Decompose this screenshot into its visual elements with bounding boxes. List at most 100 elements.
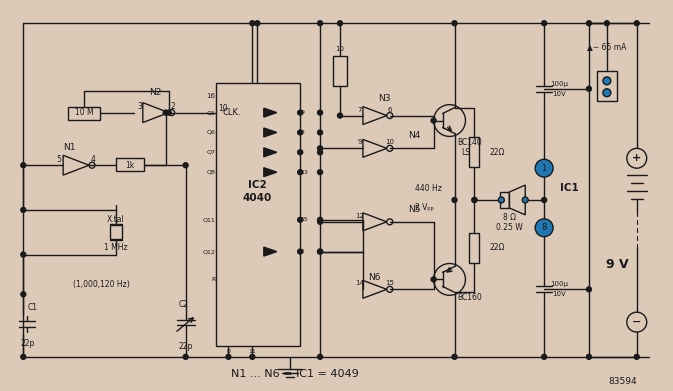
Text: 8 Ω: 8 Ω — [503, 213, 516, 222]
Circle shape — [535, 219, 553, 237]
Circle shape — [498, 197, 504, 203]
Circle shape — [586, 287, 592, 292]
Circle shape — [297, 217, 303, 222]
Text: 2: 2 — [300, 130, 304, 135]
Polygon shape — [264, 108, 277, 117]
Text: +: + — [632, 153, 641, 163]
Circle shape — [603, 77, 611, 85]
Text: 10: 10 — [385, 139, 394, 145]
Circle shape — [634, 354, 639, 359]
Circle shape — [452, 197, 457, 203]
Circle shape — [166, 110, 171, 115]
Text: 100µ: 100µ — [550, 282, 568, 287]
Circle shape — [337, 21, 343, 26]
Circle shape — [318, 170, 322, 175]
Text: 15: 15 — [300, 217, 308, 222]
Text: 22p: 22p — [178, 343, 192, 352]
Text: 1: 1 — [542, 164, 546, 173]
Circle shape — [318, 110, 322, 115]
Text: Q11: Q11 — [203, 217, 215, 222]
Text: 1k: 1k — [125, 161, 135, 170]
Circle shape — [603, 89, 611, 97]
Circle shape — [297, 150, 303, 155]
Text: 14: 14 — [355, 280, 364, 286]
Text: 7: 7 — [357, 107, 362, 113]
Circle shape — [164, 110, 168, 115]
Text: Q12: Q12 — [203, 249, 215, 254]
Circle shape — [318, 219, 322, 224]
Text: −: − — [632, 317, 641, 327]
Circle shape — [472, 197, 477, 203]
Text: LS: LS — [462, 148, 470, 157]
Circle shape — [452, 21, 457, 26]
Text: N3: N3 — [378, 94, 391, 103]
Bar — [215, 83, 300, 346]
Text: 440 Hz: 440 Hz — [415, 183, 441, 192]
Circle shape — [297, 249, 303, 254]
Text: 10: 10 — [335, 46, 345, 52]
Circle shape — [431, 277, 436, 282]
Circle shape — [318, 249, 322, 254]
Polygon shape — [264, 128, 277, 137]
Circle shape — [472, 197, 477, 203]
Circle shape — [250, 354, 255, 359]
Circle shape — [318, 217, 322, 222]
Text: 4040: 4040 — [243, 193, 272, 203]
Text: N4: N4 — [409, 131, 421, 140]
Text: 9 V: 9 V — [606, 258, 629, 271]
Polygon shape — [264, 168, 277, 177]
Circle shape — [586, 21, 592, 26]
Text: (1,000,120 Hz): (1,000,120 Hz) — [73, 280, 129, 289]
Circle shape — [542, 197, 546, 203]
Circle shape — [535, 159, 553, 177]
Text: ▲∼ 65 mA: ▲∼ 65 mA — [587, 41, 627, 50]
Circle shape — [586, 354, 592, 359]
Text: 83594: 83594 — [609, 377, 637, 386]
Text: 2: 2 — [170, 102, 175, 111]
Text: 3: 3 — [137, 102, 142, 111]
Polygon shape — [264, 148, 277, 157]
Circle shape — [21, 163, 26, 168]
Circle shape — [318, 146, 322, 151]
Text: X.tal: X.tal — [107, 215, 125, 224]
Bar — [116, 158, 144, 171]
Text: BC140: BC140 — [458, 138, 483, 147]
Circle shape — [318, 354, 322, 359]
Text: 22Ω: 22Ω — [489, 148, 505, 157]
Circle shape — [255, 21, 260, 26]
Text: 10V: 10V — [553, 291, 566, 297]
Text: 11: 11 — [248, 350, 256, 354]
Text: 13: 13 — [300, 170, 308, 175]
Circle shape — [318, 150, 322, 155]
Text: 9: 9 — [357, 139, 362, 145]
Circle shape — [634, 21, 639, 26]
Text: 2 Vₚₚ: 2 Vₚₚ — [415, 203, 433, 212]
Circle shape — [297, 170, 303, 175]
Text: 8: 8 — [227, 350, 230, 354]
Text: R: R — [211, 277, 215, 282]
Text: N1 ... N6 = IC1 = 4049: N1 ... N6 = IC1 = 4049 — [232, 369, 359, 379]
Text: IC1: IC1 — [560, 183, 578, 193]
Circle shape — [21, 354, 26, 359]
Text: Q1: Q1 — [207, 110, 215, 115]
Circle shape — [226, 354, 231, 359]
Circle shape — [183, 354, 188, 359]
Text: 0.25 W: 0.25 W — [496, 223, 523, 232]
Circle shape — [250, 21, 255, 26]
Circle shape — [604, 21, 609, 26]
Polygon shape — [264, 247, 277, 256]
Text: 9: 9 — [300, 110, 304, 115]
Text: Q7: Q7 — [207, 150, 215, 155]
Circle shape — [318, 130, 322, 135]
Circle shape — [318, 249, 322, 254]
Text: N1: N1 — [63, 143, 75, 152]
Text: BC160: BC160 — [458, 293, 483, 302]
Circle shape — [452, 354, 457, 359]
Bar — [333, 56, 347, 86]
Text: 16: 16 — [207, 93, 215, 99]
Text: 100µ: 100µ — [550, 81, 568, 87]
Circle shape — [21, 207, 26, 212]
Text: C2: C2 — [178, 300, 188, 309]
Text: 8: 8 — [542, 223, 547, 232]
Text: 4: 4 — [91, 155, 96, 164]
